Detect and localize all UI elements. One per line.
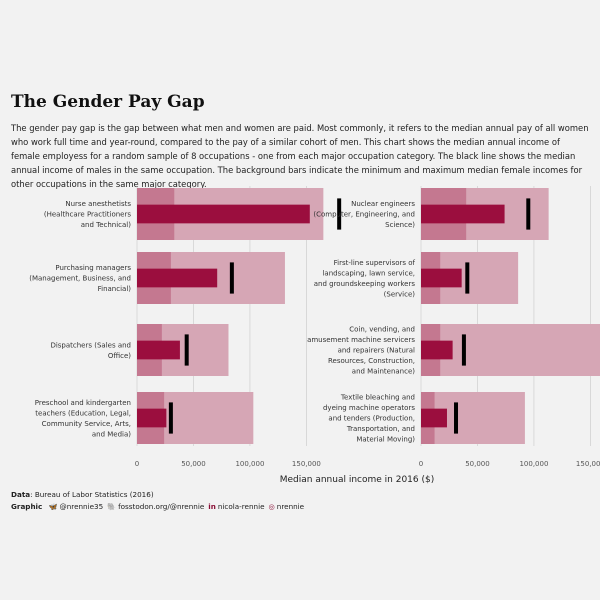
male-median-marker — [337, 198, 342, 230]
chart-subtitle: The gender pay gap is the gap between wh… — [11, 123, 589, 189]
occupation-label: teachers (Education, Legal, — [35, 409, 131, 417]
x-tick-label: 50,000 — [181, 460, 206, 468]
occupation-label: (Computer, Engineering, and — [313, 211, 415, 219]
male-median-marker — [461, 334, 466, 366]
occupation-label: First-line supervisors of — [334, 259, 416, 267]
mastodon-icon: 🐘 — [107, 502, 117, 511]
female-median-bar — [421, 204, 505, 224]
female-median-bar — [137, 340, 180, 360]
occupation-label: and Media) — [92, 430, 131, 438]
male-median-marker — [465, 262, 470, 294]
occupation-label: and groundskeeping workers — [314, 280, 416, 288]
occupation-label: Purchasing managers — [55, 264, 131, 272]
male-median-marker — [229, 262, 234, 294]
linkedin-icon: in — [208, 502, 216, 511]
x-tick-label: 50,000 — [465, 460, 490, 468]
caption-graphic-label: Graphic — [11, 502, 43, 511]
occupation-label: dyeing machine operators — [323, 404, 415, 412]
female-median-bar — [137, 204, 310, 224]
caption-graphic: Graphic 🦋 @nrennie35 🐘 fosstodon.org/@nrenn… — [11, 502, 304, 511]
male-median-marker — [168, 402, 173, 434]
occupation-label: Material Moving) — [356, 436, 415, 444]
occupation-label: Coin, vending, and — [349, 326, 415, 334]
caption-handle-text: nrennie — [276, 502, 305, 511]
female-median-bar — [421, 268, 462, 288]
caption-handle-text: @nrennie35 — [59, 502, 104, 511]
occupation-label: Preschool and kindergarten — [35, 399, 131, 407]
female-median-bar — [137, 408, 167, 428]
occupation-label: Financial) — [98, 285, 132, 293]
occupation-label: Nurse anesthetists — [65, 200, 131, 208]
female-median-bar — [421, 340, 453, 360]
occupation-label: Dispatchers (Sales and — [50, 341, 131, 349]
occupation-label: Office) — [108, 352, 131, 360]
x-axis-title: Median annual income in 2016 ($) — [280, 475, 435, 485]
occupation-label: Resources, Construction, — [328, 357, 415, 365]
male-median-marker — [454, 402, 459, 434]
chart-title: The Gender Pay Gap — [11, 92, 205, 112]
occupation-label: amusement machine servicers — [307, 336, 415, 344]
occupation-label: (Management, Business, and — [29, 275, 131, 283]
x-tick-label: 0 — [419, 460, 423, 468]
occupation-label: Textile bleaching and — [340, 394, 415, 402]
occupation-label: Community Service, Arts, — [42, 420, 131, 428]
occupation-label: Transportation, and — [346, 425, 415, 433]
caption-data: Data: Bureau of Labor Statistics (2016) — [11, 490, 154, 499]
caption-data-label: Data — [11, 490, 31, 499]
male-median-marker — [526, 198, 531, 230]
female-median-bar — [137, 268, 218, 288]
x-tick-label: 100,000 — [519, 460, 548, 468]
caption-handles: 🦋 @nrennie35 🐘 fosstodon.org/@nrennie in nico… — [45, 502, 305, 511]
female-median-bar — [421, 408, 447, 428]
caption-data-source: : Bureau of Labor Statistics (2016) — [30, 490, 154, 499]
caption-handle-text: fosstodon.org/@nrennie — [118, 502, 205, 511]
occupation-label: Science) — [385, 221, 415, 229]
occupation-label: and repairers (Natural — [338, 347, 415, 355]
caption-handle-text: nicola-rennie — [217, 502, 265, 511]
occupation-label: and tenders (Production, — [328, 415, 415, 423]
github-icon: ◎ — [268, 502, 275, 511]
occupation-label: (Service) — [384, 290, 416, 298]
male-median-marker — [184, 334, 189, 366]
x-tick-label: 100,000 — [235, 460, 264, 468]
occupation-label: and Technical) — [81, 221, 132, 229]
occupation-label: and Maintenance) — [352, 368, 415, 376]
occupation-label: Nuclear engineers — [351, 200, 415, 208]
bluesky-icon: 🦋 — [48, 502, 58, 511]
occupation-label: landscaping, lawn service, — [322, 269, 415, 277]
occupation-label: (Healthcare Practitioners — [44, 211, 132, 219]
x-tick-label: 0 — [135, 460, 139, 468]
x-tick-label: 150,000 — [576, 460, 600, 468]
x-tick-label: 150,000 — [292, 460, 321, 468]
